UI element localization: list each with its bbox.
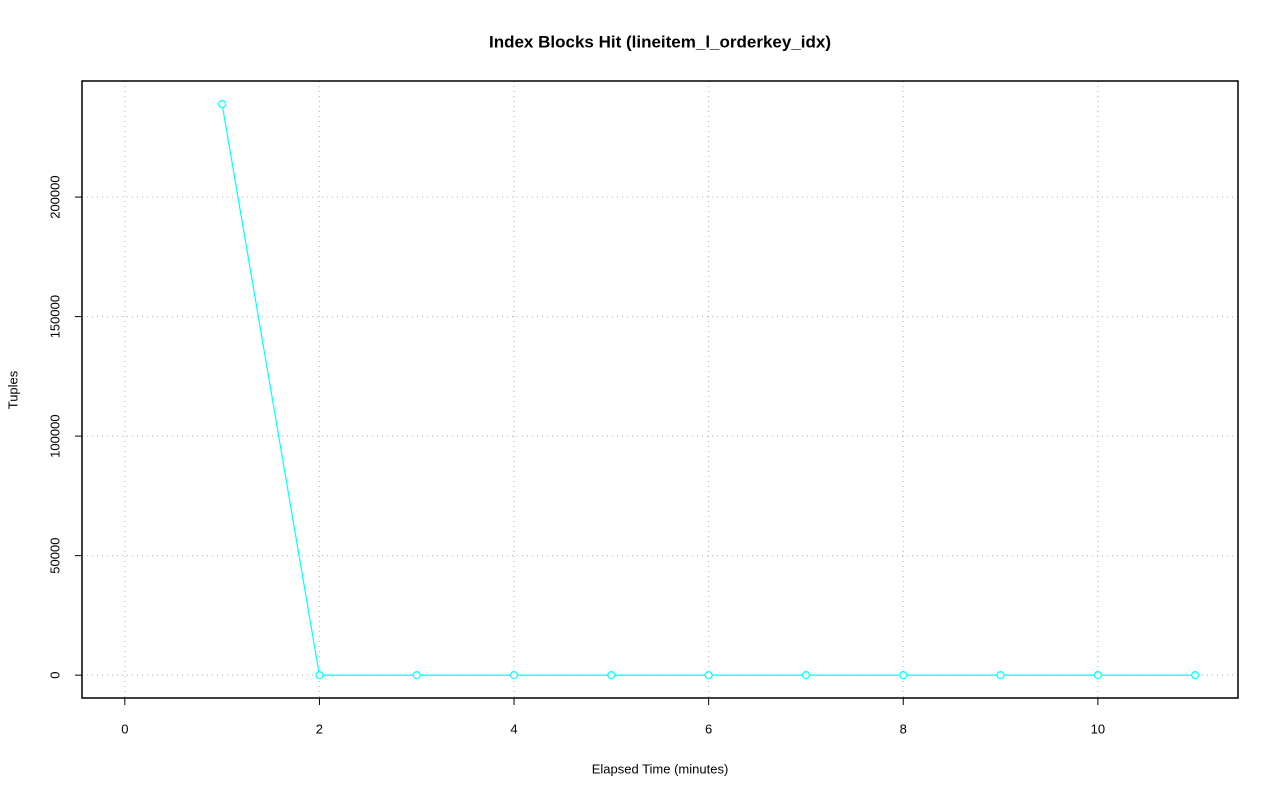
data-point (315, 671, 324, 680)
data-point (996, 671, 1005, 680)
data-point (899, 671, 908, 680)
plot-frame (81, 80, 1239, 699)
data-point (509, 671, 519, 680)
y-tick-label: 200000 (47, 175, 62, 218)
x-tick-label: 2 (316, 721, 323, 736)
y-tick-label: 50000 (47, 538, 62, 574)
x-tick-label: 4 (510, 721, 517, 736)
y-axis-label: Tuples (5, 370, 20, 409)
data-point (1093, 671, 1102, 680)
x-axis-label: Elapsed Time (minutes) (592, 761, 729, 776)
y-tick-label: 150000 (47, 295, 62, 338)
chart-title: Index Blocks Hit (lineitem_l_orderkey_id… (489, 32, 831, 51)
data-point (607, 671, 616, 680)
data-point (412, 671, 421, 680)
y-tick-label: 100000 (47, 414, 62, 457)
y-tick-label: 0 (47, 672, 62, 679)
x-tick-label: 8 (900, 721, 907, 736)
x-tick-label: 10 (1091, 721, 1105, 736)
x-tick-label: 0 (121, 721, 128, 736)
data-point (218, 99, 227, 109)
x-tick-label: 6 (705, 721, 712, 736)
data-point (801, 671, 811, 680)
data-point (704, 671, 713, 680)
data-point (1191, 671, 1200, 680)
